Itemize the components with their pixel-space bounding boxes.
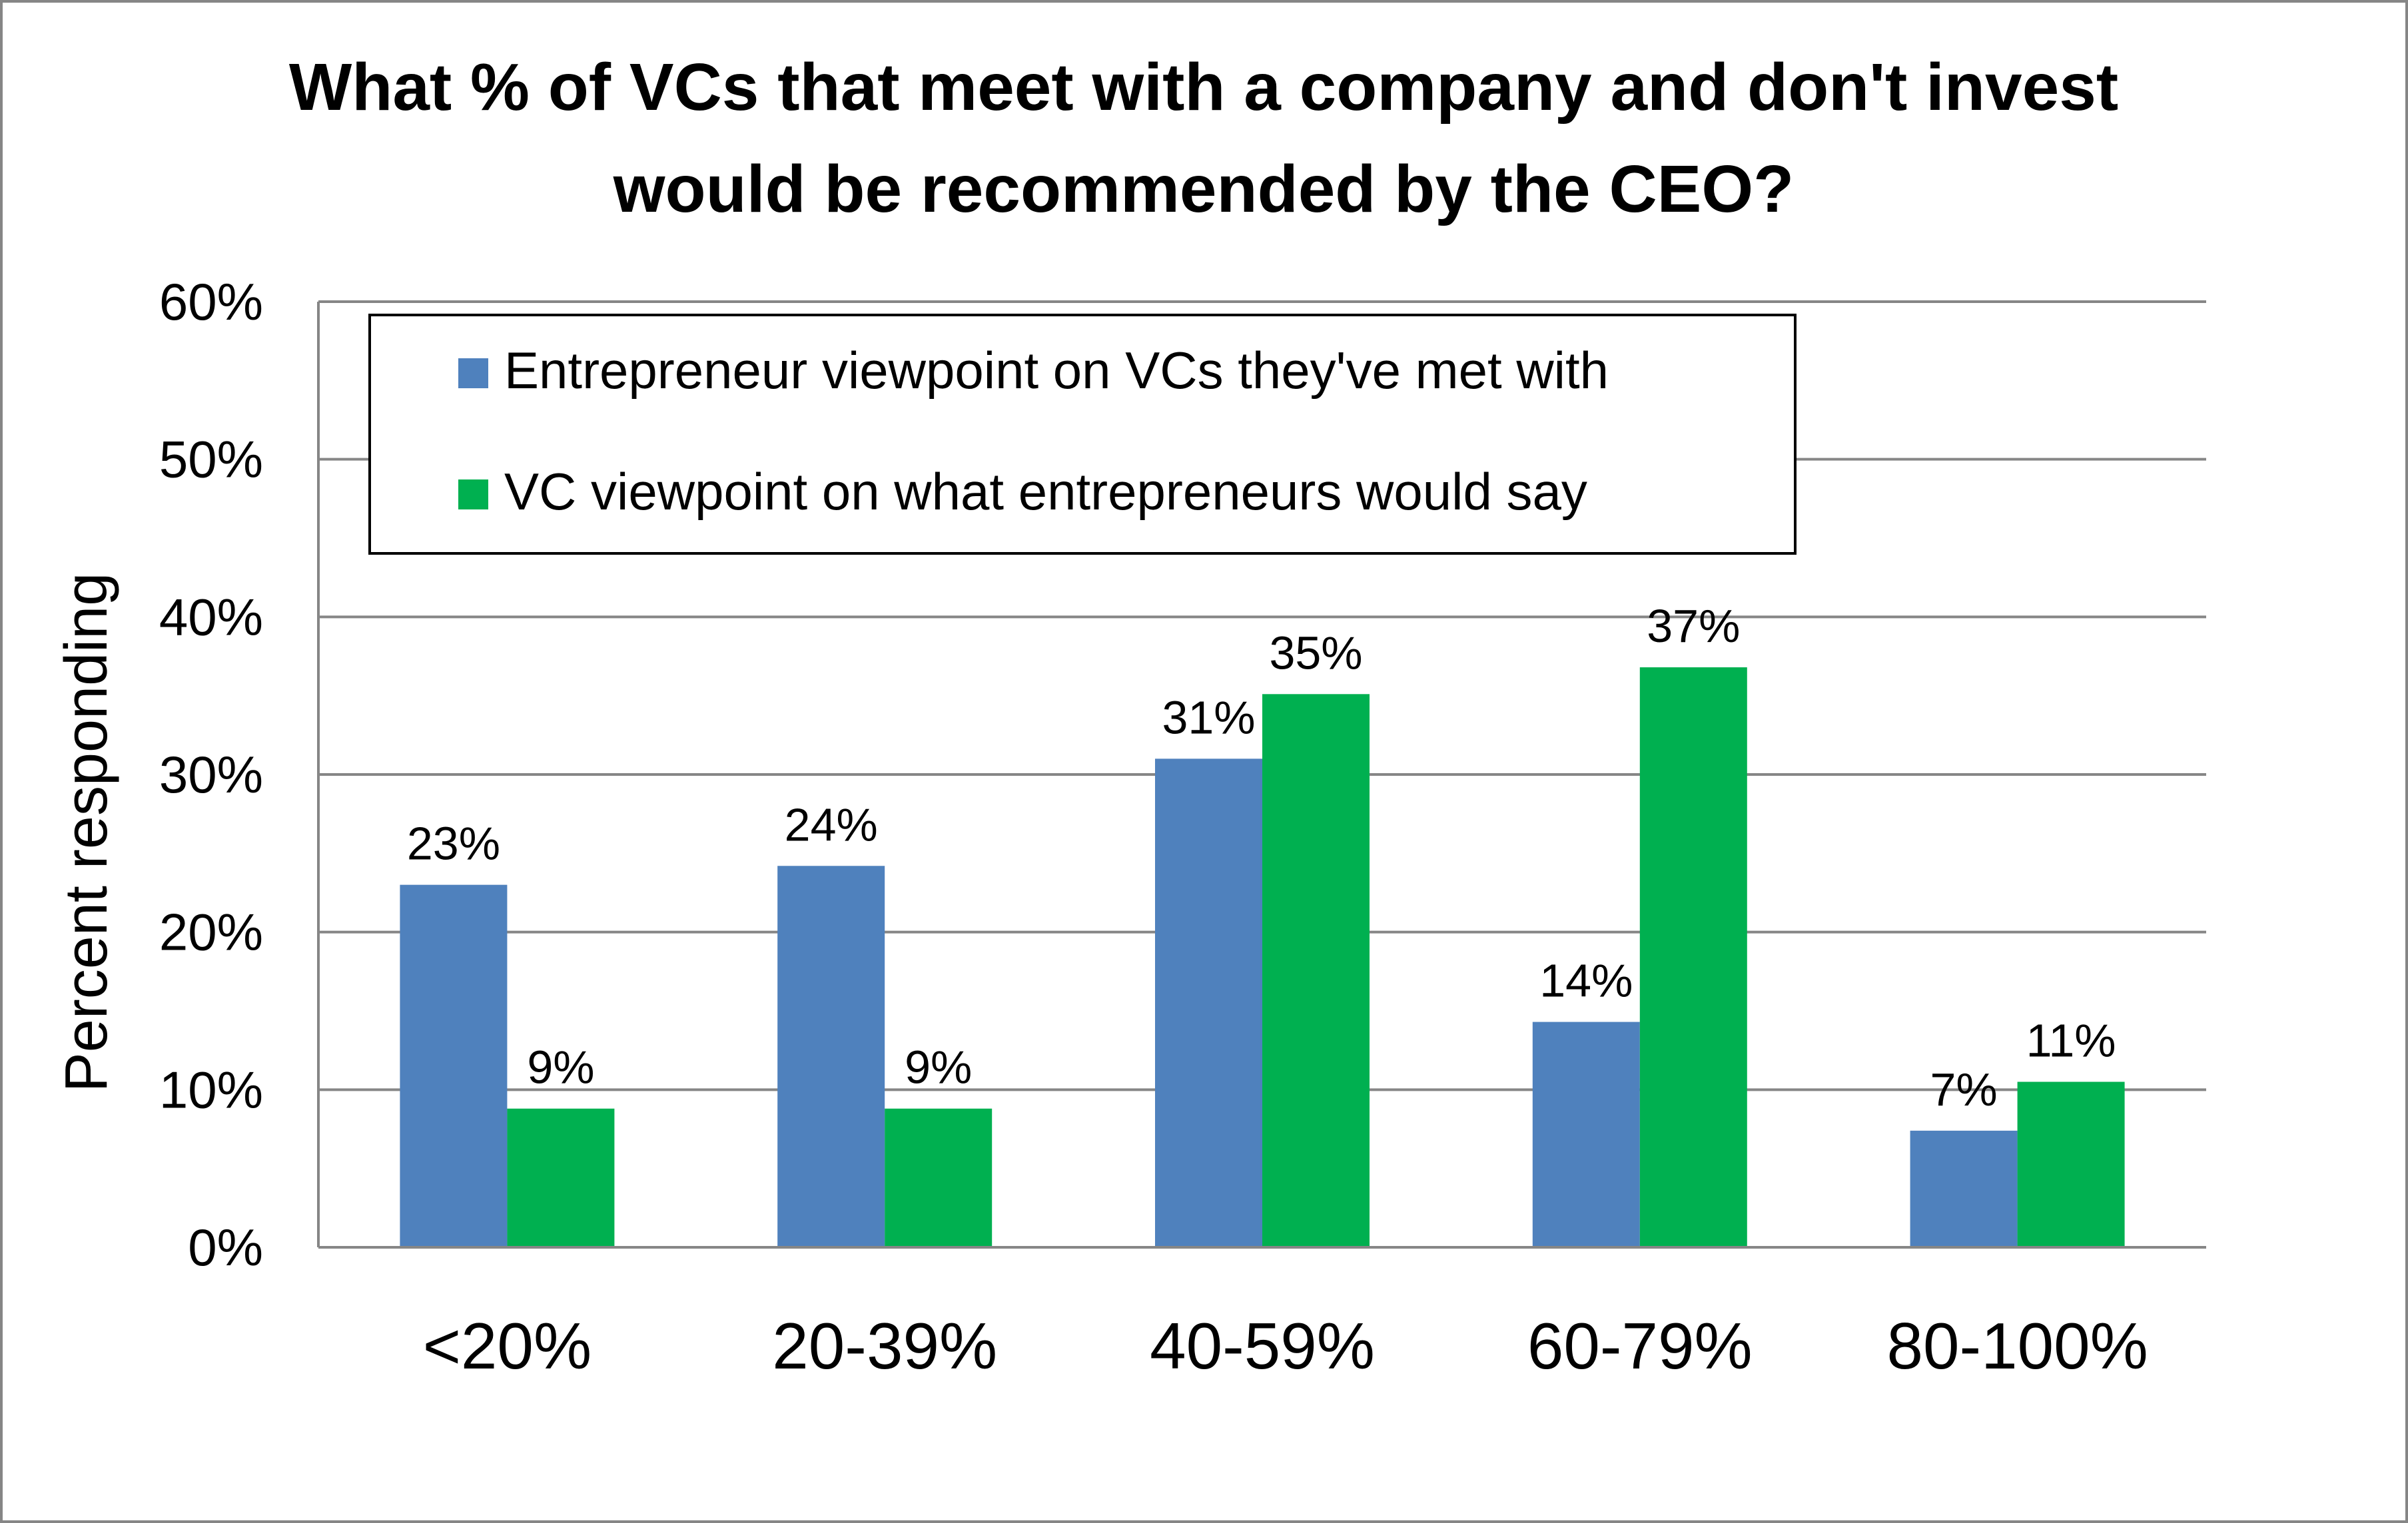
bar xyxy=(777,866,885,1247)
x-tick-label: 60-79% xyxy=(1527,1309,1753,1382)
chart-title-line-1: What % of VCs that meet with a company a… xyxy=(289,50,2118,125)
legend-box xyxy=(368,314,1797,555)
y-tick-label: 60% xyxy=(159,272,263,331)
y-axis-ticks: 0% 10% 20% 30% 40% 50% 60% xyxy=(159,272,263,1277)
y-tick-label: 40% xyxy=(159,587,263,646)
bar xyxy=(400,884,508,1247)
x-tick-label: 80-100% xyxy=(1886,1309,2148,1382)
x-axis-ticks: <20% 20-39% 40-59% 60-79% 80-100% xyxy=(423,1309,2148,1382)
data-label: 23% xyxy=(407,818,500,870)
data-label: 35% xyxy=(1269,627,1362,679)
chart-title-line-2: would be recommended by the CEO? xyxy=(613,152,1794,226)
legend-swatch-vc xyxy=(458,479,488,509)
data-labels: 23% 9% 24% 9% 31% 35% 14% 37% 7% 11% xyxy=(407,600,2116,1115)
bar xyxy=(507,1108,615,1247)
bar xyxy=(1639,667,1747,1247)
bar xyxy=(1262,694,1370,1247)
y-tick-label: 50% xyxy=(159,430,263,489)
data-label: 24% xyxy=(785,798,878,850)
bars xyxy=(400,667,2125,1247)
x-tick-label: <20% xyxy=(423,1309,592,1382)
legend-label-vc: VC viewpoint on what entrepreneurs would… xyxy=(504,462,1587,521)
data-label: 9% xyxy=(527,1042,594,1093)
x-tick-label: 40-59% xyxy=(1150,1309,1375,1382)
data-label: 11% xyxy=(2026,1015,2116,1067)
data-label: 31% xyxy=(1162,691,1255,743)
legend-label-entrepreneur: Entrepreneur viewpoint on VCs they've me… xyxy=(504,341,1609,400)
y-tick-label: 20% xyxy=(159,903,263,962)
data-label: 14% xyxy=(1539,955,1633,1007)
bar xyxy=(885,1108,993,1247)
y-tick-label: 0% xyxy=(188,1218,263,1277)
y-tick-label: 30% xyxy=(159,745,263,804)
x-tick-label: 20-39% xyxy=(772,1309,997,1382)
bar xyxy=(1155,759,1262,1247)
data-label: 37% xyxy=(1647,600,1740,652)
bar xyxy=(1910,1130,2018,1247)
y-tick-label: 10% xyxy=(159,1060,263,1119)
data-label: 9% xyxy=(905,1042,972,1093)
bar xyxy=(1532,1022,1640,1247)
bar xyxy=(2017,1081,2125,1247)
data-label: 7% xyxy=(1930,1064,1998,1115)
legend: Entrepreneur viewpoint on VCs they've me… xyxy=(368,314,1797,555)
legend-swatch-entrepreneur xyxy=(458,358,488,388)
y-axis-title: Percent responding xyxy=(53,573,120,1093)
